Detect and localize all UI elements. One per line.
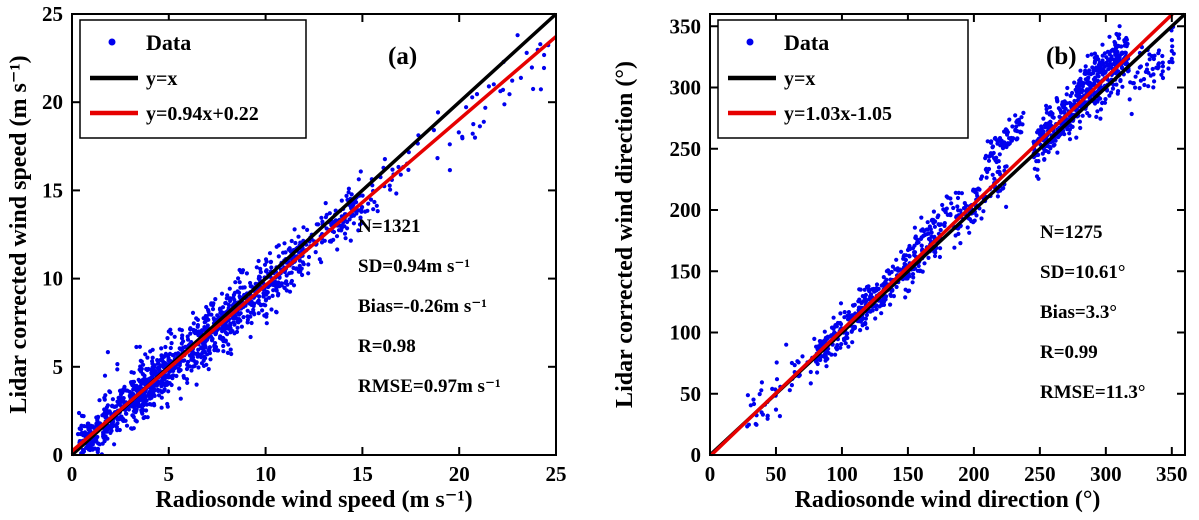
y-axis-label: Lidar corrected wind speed (m s⁻¹) — [6, 55, 32, 413]
stats-line: SD=0.94m s⁻¹ — [358, 256, 470, 277]
stats-line: RMSE=11.3° — [1040, 382, 1146, 403]
y-tick-label: 15 — [42, 178, 63, 202]
fit-line — [70, 35, 558, 453]
y-tick-label: 50 — [680, 382, 701, 406]
wind-direction-chart: 00 50 50 100 100 150 150 200 200 250 250 300 300 350 3… — [612, 12, 1188, 513]
y-tick-label: 25 — [42, 2, 63, 26]
legend: Data y=x y=1.03x-1.05 — [717, 19, 969, 139]
y-tick-label: 200 — [670, 198, 702, 222]
x-tick-label: 350 — [1156, 462, 1188, 486]
x-tick-label: 100 — [826, 462, 858, 486]
legend-label: y=x — [146, 68, 177, 90]
x-tick-label: 25 — [546, 462, 567, 486]
x-axis-label: Radiosonde wind direction (°) — [795, 487, 1101, 513]
x-tick-label: 150 — [892, 462, 924, 486]
y-tick-label: 5 — [53, 355, 64, 379]
x-tick-label: 300 — [1090, 462, 1122, 486]
plot-border — [709, 13, 1186, 456]
panel-a: 0 0 5 5 10 10 15 15 20 20 25 25 Radiosonde wind spee… — [6, 2, 567, 513]
stats-line: N=1321 — [358, 216, 421, 237]
stats-line: RMSE=0.97m s⁻¹ — [358, 376, 501, 397]
plot-border — [71, 13, 557, 456]
y-tick-label: 300 — [670, 76, 702, 100]
legend-dot-marker — [746, 38, 754, 46]
panel-b: 0 0 50 50 100 100 150 150 200 200 250 250 300 300 350 3… — [600, 0, 1199, 520]
legend-label: y=1.03x-1.05 — [784, 103, 892, 125]
x-tick-label: 10 — [255, 462, 276, 486]
y-tick-label: 150 — [670, 259, 702, 283]
x-tick-label: 0 — [67, 462, 78, 486]
stats-line: Bias=-0.26m s⁻¹ — [358, 296, 487, 317]
panel-label: (b) — [1046, 43, 1077, 70]
y-tick-label: 350 — [670, 14, 702, 38]
tick-labels: 00 5 5 10 10 15 15 20 20 25 25 — [42, 2, 567, 486]
legend-dot-marker — [108, 38, 116, 46]
y-tick-label: 250 — [670, 137, 702, 161]
legend-label: Data — [146, 30, 191, 55]
y-axis-label: Lidar corrected wind direction (°) — [612, 61, 638, 408]
stats-line: R=0.98 — [358, 336, 416, 357]
y-tick-label: 20 — [42, 90, 63, 114]
y-tick-label: 10 — [42, 267, 63, 291]
y-tick-label: 0 — [691, 443, 702, 467]
stats-line: N=1275 — [1040, 222, 1103, 243]
x-axis-label: Radiosonde wind speed (m s⁻¹) — [155, 487, 472, 513]
stats-line: SD=10.61° — [1040, 262, 1125, 283]
tick-marks — [709, 14, 1185, 456]
x-tick-label: 20 — [449, 462, 470, 486]
y-tick-label: 100 — [670, 321, 702, 345]
legend: Data y=x y=0.94x+0.22 — [79, 19, 307, 139]
stats-line: Bias=3.3° — [1040, 302, 1117, 323]
legend-label: Data — [784, 30, 829, 55]
tick-labels: 00 50 50 100 100 150 150 200 200 250 250 300 300 350 3… — [670, 14, 1188, 486]
x-tick-label: 250 — [1024, 462, 1056, 486]
x-tick-label: 0 — [705, 462, 716, 486]
y-tick-label: 0 — [53, 443, 64, 467]
legend-label: y=x — [784, 68, 815, 90]
x-tick-label: 200 — [958, 462, 990, 486]
x-tick-label: 5 — [164, 462, 175, 486]
stats-line: R=0.99 — [1040, 342, 1098, 363]
x-tick-label: 50 — [765, 462, 786, 486]
panel-label: (a) — [388, 43, 417, 70]
wind-speed-chart: 00 5 5 10 10 15 15 20 20 25 25 Radiosonde wind spee… — [6, 2, 567, 513]
legend-label: y=0.94x+0.22 — [146, 103, 259, 125]
x-tick-label: 15 — [352, 462, 373, 486]
fit-line — [710, 12, 1174, 457]
